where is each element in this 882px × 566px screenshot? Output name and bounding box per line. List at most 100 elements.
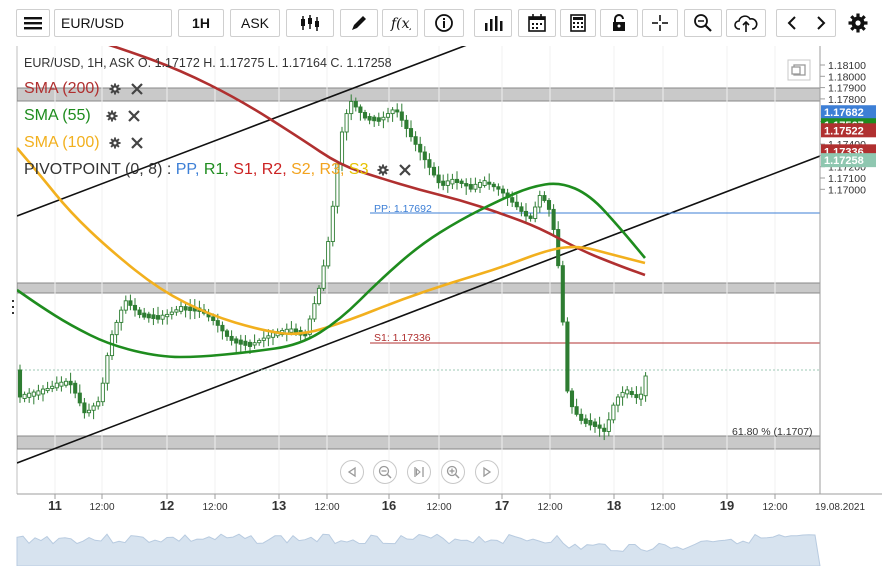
indicator-sma55[interactable]: SMA (55)	[24, 107, 141, 125]
candle-body	[261, 337, 266, 341]
zoom-button[interactable]	[684, 9, 722, 37]
candle-body	[473, 183, 478, 190]
candle-body	[431, 166, 437, 176]
candle-body	[441, 180, 446, 186]
info-button[interactable]	[424, 9, 464, 37]
price-type-button[interactable]: ASK	[230, 9, 280, 37]
price-tick-label: 1.17100	[828, 173, 866, 185]
zoom-in-button[interactable]	[441, 460, 465, 484]
candle-body	[45, 388, 50, 392]
candle-body	[211, 316, 216, 322]
menu-button[interactable]	[16, 9, 50, 37]
draw-button[interactable]	[340, 9, 378, 37]
candle-body	[183, 306, 188, 311]
symbol-selector[interactable]: EUR/USD	[54, 9, 172, 37]
zoom-in-icon	[446, 465, 460, 479]
calendar-button[interactable]	[518, 9, 556, 37]
candle-body	[395, 109, 400, 113]
fib-label: 61.80 % (1.1707)	[732, 426, 813, 438]
candle-body	[638, 393, 644, 400]
candle-body	[487, 181, 492, 185]
reset-zoom-button[interactable]	[407, 460, 431, 484]
candle-body	[349, 100, 354, 115]
candle-body	[491, 183, 496, 188]
scroll-buttons[interactable]	[776, 9, 836, 37]
close-icon[interactable]	[127, 109, 141, 123]
time-tick-label: 18	[607, 498, 621, 513]
price-badge-label: 1.17682	[824, 107, 864, 119]
candle-body	[477, 182, 483, 188]
plot-area[interactable]	[17, 46, 820, 494]
volume-bars-icon	[485, 16, 503, 31]
gear-icon[interactable]	[108, 82, 122, 96]
candle-body	[50, 385, 55, 389]
candle-body	[560, 265, 565, 323]
candle-body	[496, 186, 501, 190]
indicator-pivotpoint[interactable]: PIVOTPOINT (0, 8) : PP, R1, S1, R2, S2, …	[24, 161, 412, 179]
candle-body	[252, 342, 257, 346]
settings-button[interactable]	[846, 11, 870, 40]
indicator-sma200[interactable]: SMA (200)	[24, 80, 144, 98]
time-tick-label: 19	[720, 498, 734, 513]
candle-body	[468, 184, 473, 190]
close-icon[interactable]	[130, 82, 144, 96]
scroll-left-button[interactable]	[340, 460, 364, 484]
lock-button[interactable]	[600, 9, 638, 37]
candle-body	[362, 112, 368, 119]
time-tick-label: 12:00	[537, 502, 562, 513]
candle-body	[22, 393, 27, 399]
gear-icon[interactable]	[105, 109, 119, 123]
candle-body	[643, 375, 648, 397]
candle-body	[312, 303, 317, 320]
candle-body	[137, 309, 142, 316]
crosshair-button[interactable]	[642, 9, 678, 37]
price-chart[interactable]: PP: 1.17692 S1: 1.17336 61.80 % (1.1707) 1…	[0, 46, 882, 566]
candle-body	[178, 306, 184, 312]
candle-body	[615, 396, 621, 406]
indicator-sma100[interactable]: SMA (100)	[24, 134, 144, 152]
gear-icon[interactable]	[376, 163, 390, 177]
candle-body	[146, 313, 151, 319]
timeframe-button[interactable]: 1H	[178, 9, 224, 37]
candle-body	[404, 119, 409, 129]
chevron-left-icon[interactable]	[786, 15, 798, 31]
price-badge	[821, 153, 876, 168]
candle-body	[519, 206, 524, 212]
pane-resize-handle[interactable]	[12, 300, 14, 314]
candle-body	[606, 419, 611, 432]
gear-icon[interactable]	[108, 136, 122, 150]
candle-body	[132, 304, 138, 311]
scroll-right-button[interactable]	[475, 460, 499, 484]
candle-body	[579, 413, 584, 421]
time-tick-label: 12:00	[762, 502, 787, 513]
candle-body	[86, 409, 92, 414]
candle-body	[114, 321, 119, 336]
time-tick-label: 12:00	[202, 502, 227, 513]
upload-button[interactable]	[726, 9, 766, 37]
candle-body	[119, 309, 124, 323]
trendline-lower[interactable]	[17, 155, 820, 464]
candle-body	[73, 382, 78, 394]
time-tick-label: 12:00	[89, 502, 114, 513]
trendline-upper[interactable]	[17, 46, 480, 217]
chevron-right-icon[interactable]	[815, 15, 827, 31]
time-tick-label: 17	[495, 498, 509, 513]
chart-type-button[interactable]	[286, 9, 334, 37]
candle-body	[574, 406, 579, 415]
candle-body	[418, 143, 423, 153]
candle-body	[82, 402, 87, 414]
candle-body	[91, 405, 96, 411]
candle-body	[620, 391, 625, 398]
candle-body	[464, 183, 469, 187]
calculator-button[interactable]	[560, 9, 596, 37]
time-tick-label: 12:00	[426, 502, 451, 513]
candle-body	[376, 117, 381, 122]
close-icon[interactable]	[130, 136, 144, 150]
fullscreen-icon[interactable]	[787, 59, 811, 81]
volume-button[interactable]	[474, 9, 512, 37]
zoom-out-button[interactable]	[373, 460, 397, 484]
calculator-icon	[570, 14, 586, 32]
close-icon[interactable]	[398, 163, 412, 177]
candle-body	[454, 178, 460, 184]
indicators-button[interactable]: f(x)	[382, 9, 418, 37]
